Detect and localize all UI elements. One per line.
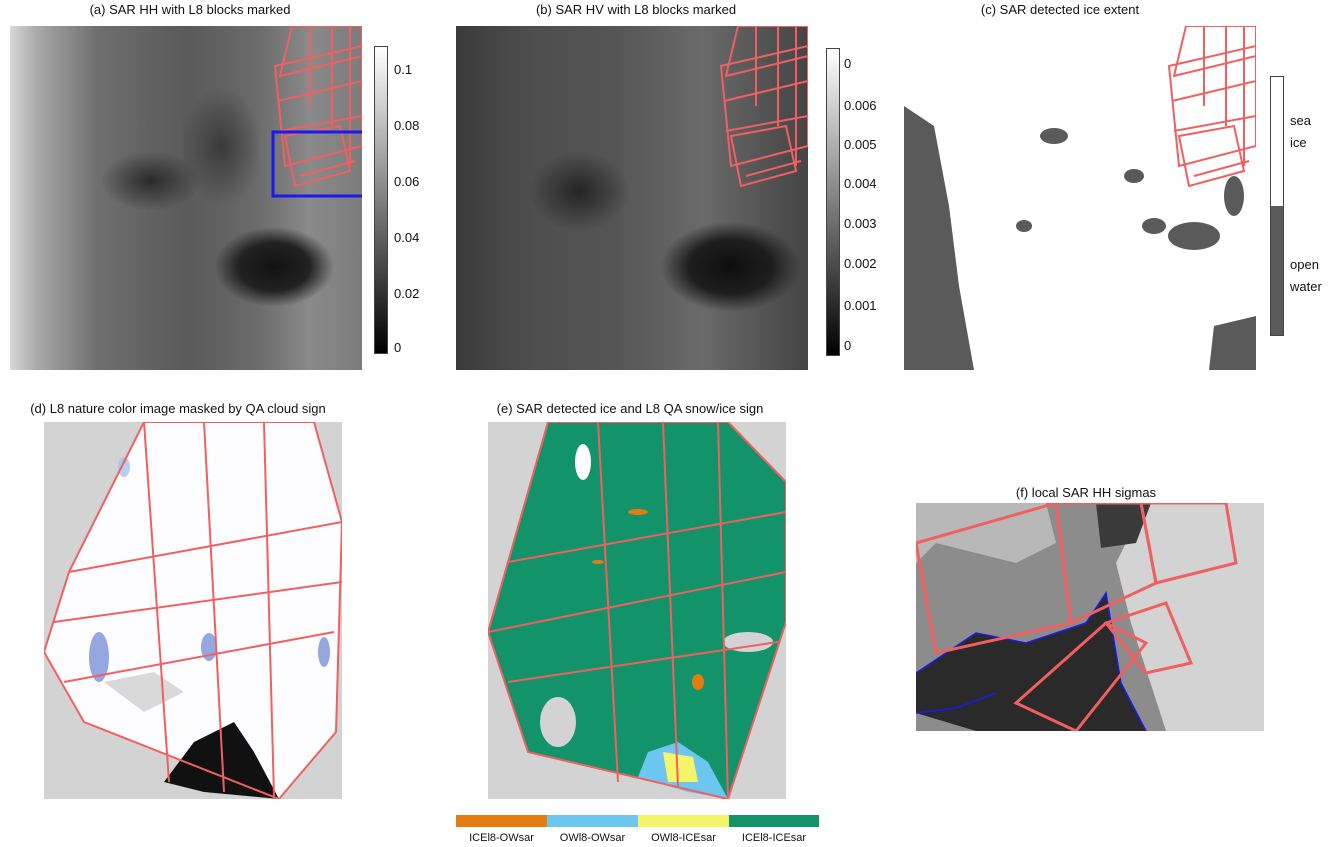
panel-b-tick-1: 0	[844, 56, 852, 71]
panel-a-tick-3: 0.06	[394, 174, 420, 189]
panel-b-title: (b) SAR HV with L8 blocks marked	[535, 2, 737, 17]
panel-a-tick-4: 0.04	[394, 230, 420, 245]
legend-open-water: open water	[1290, 257, 1322, 294]
legend-swatch-owl8-icesar	[638, 815, 729, 827]
panel-a-tick-2: 0.08	[394, 118, 420, 133]
panel-b-image	[456, 26, 808, 370]
panel-a-image	[10, 26, 362, 370]
zoom-box	[271, 130, 362, 198]
panel-c-legend-bar	[1270, 76, 1284, 336]
panel-b-colorbar	[826, 48, 840, 356]
panel-e-image	[488, 422, 786, 799]
panel-d-overlay	[44, 422, 342, 799]
legend-label-icel8-icesar: ICEl8-ICEsar	[741, 832, 807, 844]
legend-label-owl8-owsar: OWl8-OWsar	[559, 832, 626, 844]
panel-a-tick-6: 0	[394, 340, 402, 355]
panel-c-overlay	[904, 26, 1256, 370]
panel-b-tick-4: 0.004	[844, 176, 877, 191]
panel-e-title: (e) SAR detected ice and L8 QA snow/ice …	[496, 401, 764, 416]
panel-f-title: (f) local SAR HH sigmas	[1015, 485, 1157, 500]
panel-a-title: (a) SAR HH with L8 blocks marked	[89, 2, 291, 17]
panel-b-tick-7: 0.001	[844, 298, 877, 313]
panel-b-tick-5: 0.003	[844, 216, 877, 231]
panel-b-tick-8: 0	[844, 338, 852, 353]
panel-a-colorbar	[374, 46, 388, 354]
legend-sea-ice: sea ice	[1290, 113, 1311, 150]
panel-c-image	[904, 26, 1256, 370]
panel-e-overlay	[488, 422, 786, 799]
panel-c-title: (c) SAR detected ice extent	[980, 2, 1140, 17]
panel-a-overlay	[271, 26, 362, 198]
panel-b-tick-6: 0.002	[844, 256, 877, 271]
panel-a-tick-1: 0.1	[394, 62, 413, 77]
panel-b-tick-3: 0.005	[844, 137, 877, 152]
legend-label-owl8-icesar: OWl8-ICEsar	[651, 832, 716, 844]
panel-d-image	[44, 422, 342, 799]
panel-f-image	[916, 503, 1264, 731]
panel-d-title: (d) L8 nature color image masked by QA c…	[30, 401, 326, 416]
legend-label-icel8-owsar: ICEl8-OWsar	[469, 832, 534, 844]
panel-a-tick-5: 0.02	[394, 286, 420, 301]
panel-b-tick-2: 0.006	[844, 98, 877, 113]
legend-swatch-icel8-icesar	[729, 815, 819, 827]
panel-b-overlay	[719, 26, 808, 188]
legend-swatch-owl8-owsar	[547, 815, 638, 827]
panel-f-overlay	[916, 503, 1238, 731]
legend-swatch-icel8-owsar	[456, 815, 547, 827]
